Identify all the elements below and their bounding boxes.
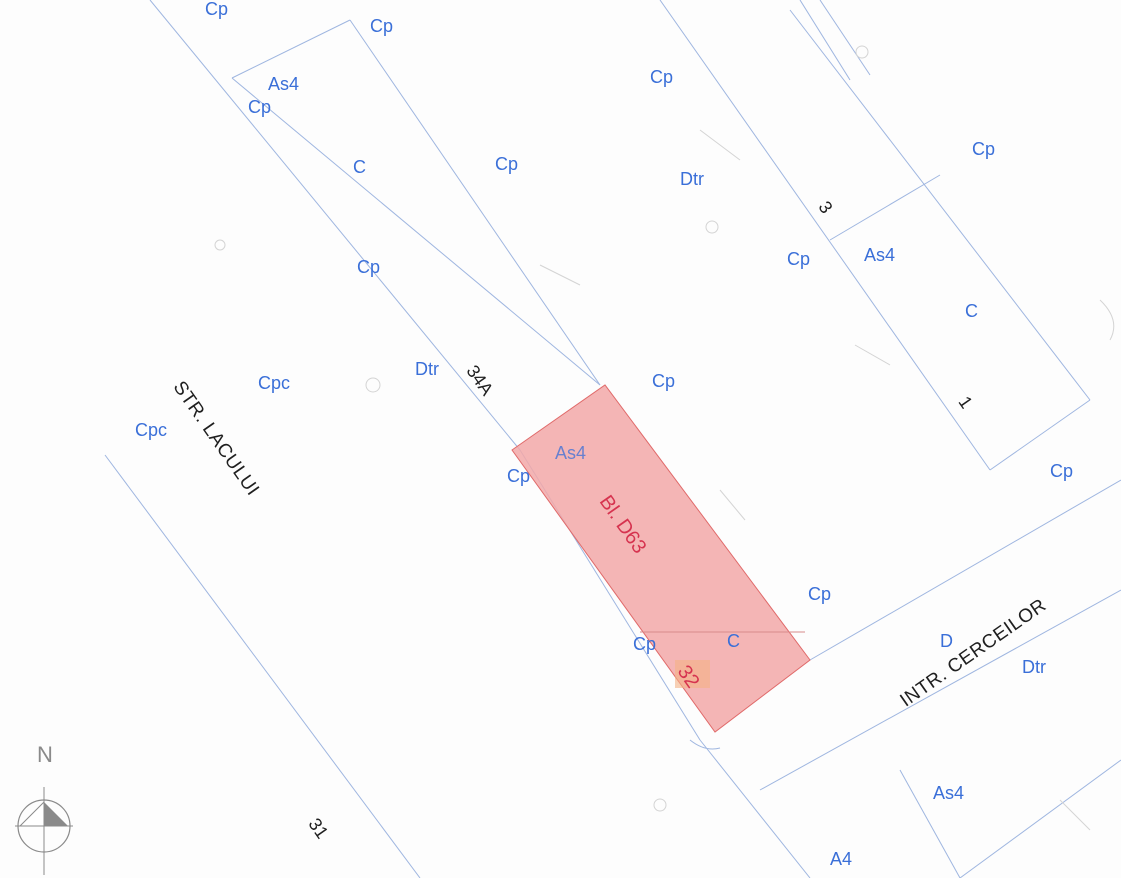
zone-label: As4	[555, 443, 587, 463]
zone-label: Cpc	[258, 373, 291, 393]
parcel-line	[809, 479, 1121, 661]
zone-label: A4	[830, 849, 853, 869]
zone-label: Cp	[972, 139, 996, 159]
zone-label: Cp	[1050, 461, 1074, 481]
zone-label: As4	[933, 783, 965, 803]
zone-label: Cp	[205, 0, 229, 19]
zone-label: C	[965, 301, 978, 321]
parcel-line	[789, 9, 1091, 401]
parcel-line	[104, 454, 421, 878]
zone-label: Cp	[507, 466, 531, 486]
zone-label: Cp	[808, 584, 832, 604]
parcel-line	[699, 739, 811, 878]
zone-label: Cp	[650, 67, 674, 87]
parcel-line	[659, 0, 991, 471]
zone-label: Dtr	[1022, 657, 1046, 677]
north-letter: N	[37, 742, 53, 767]
parcel-line	[819, 0, 871, 76]
parcel-line	[149, 0, 521, 451]
zone-label: Cp	[370, 16, 394, 36]
parcel-line	[759, 589, 1121, 791]
highlighted-building	[511, 384, 811, 733]
parcel-line	[349, 19, 601, 386]
parcel-line	[231, 19, 351, 79]
zone-label: Cp	[633, 634, 657, 654]
zone-label: C	[353, 157, 366, 177]
north-arrow: N	[15, 742, 75, 877]
zone-label: As4	[864, 245, 896, 265]
compass-icon	[15, 787, 73, 875]
zone-label: As4	[268, 74, 300, 94]
zone-label: Cp	[248, 97, 272, 117]
parcel-line	[689, 739, 721, 750]
parcel-line	[959, 759, 1121, 878]
parcel-line	[989, 399, 1091, 471]
parcel-line	[799, 0, 851, 81]
zone-label: Dtr	[680, 169, 704, 189]
zone-label: Cp	[357, 257, 381, 277]
zone-label: Cp	[652, 371, 676, 391]
parcel-line	[899, 769, 961, 878]
parcel-line	[231, 77, 601, 386]
zone-label: C	[727, 631, 740, 651]
zone-label: Cpc	[135, 420, 168, 440]
parcel-line	[829, 174, 941, 241]
zone-label: Dtr	[415, 359, 439, 379]
zone-label: D	[940, 631, 953, 651]
zone-label: Cp	[787, 249, 811, 269]
zone-label: Cp	[495, 154, 519, 174]
